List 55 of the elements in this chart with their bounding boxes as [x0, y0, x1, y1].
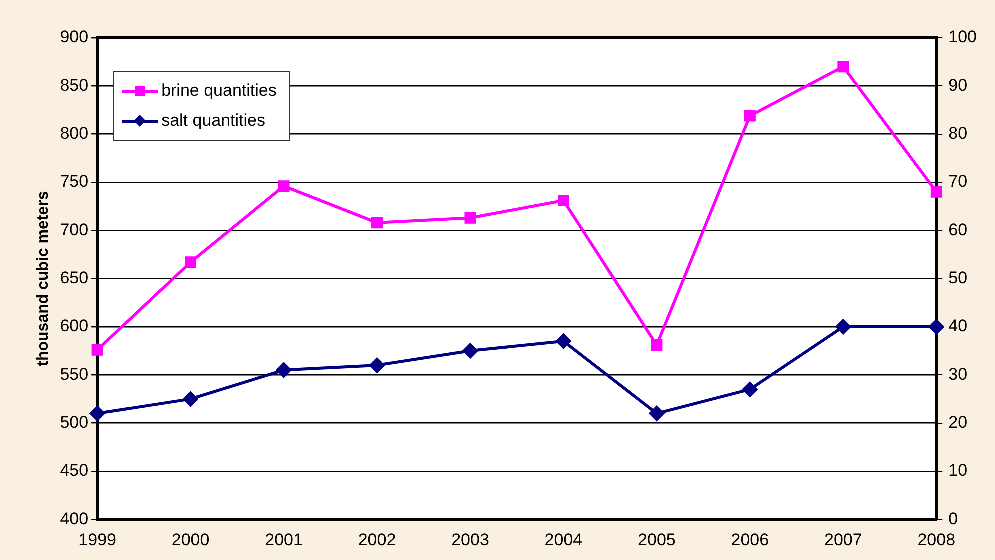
point: [836, 319, 851, 334]
x-tick-label: 2005: [638, 530, 676, 550]
x-tick-label: 2001: [265, 530, 303, 550]
x-tick-label: 2007: [824, 530, 862, 550]
point: [464, 212, 476, 224]
point: [278, 180, 290, 192]
y-tick-label: 600: [60, 316, 89, 336]
point: [185, 256, 197, 268]
x-tick-label: 2003: [452, 530, 490, 550]
x-tick-label: 2008: [918, 530, 956, 550]
point: [183, 392, 198, 407]
point: [462, 344, 478, 359]
legend-label: salt quantities: [162, 110, 266, 132]
x-tick-label: 2000: [172, 530, 210, 550]
y2-tick-label: 90: [948, 76, 968, 95]
point: [651, 340, 663, 352]
y2-tick-label: 100: [948, 28, 978, 47]
y-tick-label: 400: [60, 509, 89, 528]
point: [649, 406, 664, 422]
y2-tick-label: 0: [948, 509, 958, 528]
point: [90, 406, 106, 422]
legend-label: brine quantities: [162, 80, 277, 102]
point: [558, 195, 570, 207]
y-tick-label: 900: [60, 28, 89, 47]
y-tick-label: 850: [60, 76, 89, 95]
point: [742, 382, 758, 398]
point: [372, 217, 383, 229]
point: [929, 319, 944, 334]
y2-tick-label: 30: [948, 364, 968, 384]
y2-tick-label: 50: [948, 268, 968, 288]
point: [930, 186, 942, 198]
y-tick-label: 700: [60, 220, 89, 240]
y-axis-title: thousand cubic meters: [35, 191, 52, 366]
point: [370, 358, 385, 373]
y2-tick-label: 70: [948, 172, 968, 192]
y-tick-label: 650: [60, 268, 89, 288]
point: [276, 362, 292, 378]
y-tick-label: 550: [60, 364, 89, 384]
y2-tick-label: 20: [948, 412, 968, 432]
x-tick-label: 1999: [78, 530, 116, 550]
y2-tick-label: 40: [948, 316, 968, 336]
point: [744, 110, 756, 122]
point: [92, 344, 104, 356]
x-tick-label: 2004: [544, 530, 583, 550]
y-tick-label: 500: [60, 412, 89, 432]
point: [838, 61, 850, 73]
y2-tick-label: 10: [948, 461, 968, 480]
y-tick-label: 450: [60, 461, 89, 480]
y2-tick-label: 60: [948, 220, 968, 240]
y2-tick-label: 80: [948, 124, 968, 144]
y-tick-label: 750: [60, 172, 89, 192]
point: [556, 334, 572, 349]
x-tick-label: 2002: [358, 530, 396, 550]
x-tick-label: 2006: [731, 530, 770, 550]
y-tick-label: 800: [60, 124, 89, 144]
